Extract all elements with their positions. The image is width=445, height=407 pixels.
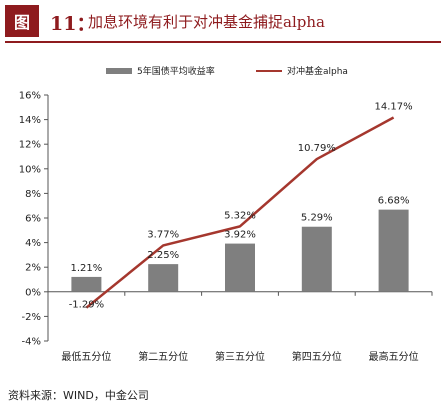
title-divider [5,41,441,43]
bar [148,264,179,292]
y-tick-label: 16% [19,91,41,102]
figure-header: 图 11： 加息环境有利于对冲基金捕捉alpha [0,0,445,43]
legend-label-bar: 5年国债平均收益率 [137,67,215,77]
legend-swatch-line [256,69,282,72]
legend-item-line: 对冲基金alpha [256,64,348,77]
source-note: 资料来源：WIND，中金公司 [8,389,149,402]
bar-data-label: 1.21% [71,263,103,274]
y-tick-label: 2% [25,263,41,274]
chart-legend: 5年国债平均收益率 对冲基金alpha [60,64,440,80]
bar-data-label: 3.92% [224,230,256,241]
legend-swatch-bar [106,67,132,74]
bar-data-label: 2.25% [147,250,179,261]
y-tick-label: -4% [22,337,41,348]
bar [301,226,332,292]
y-tick-label: 6% [25,214,41,225]
y-tick-label: 0% [25,287,41,298]
bar [71,276,102,292]
x-tick-label: 最低五分位 [61,350,111,363]
y-tick-label: 8% [25,189,41,200]
legend-label-line: 对冲基金alpha [287,67,348,77]
line-data-label: -1.29% [69,300,104,311]
y-tick-label: 14% [19,115,41,126]
figure-number: 11： [50,13,96,35]
line-series [85,116,395,309]
x-tick-label: 第三五分位 [215,350,265,363]
y-tick-label: 4% [25,238,41,249]
y-tick-label: -2% [22,312,41,323]
figure-title: 加息环境有利于对冲基金捕捉alpha [88,13,325,31]
line-data-label: 3.77% [147,229,179,240]
bar [225,243,255,292]
line-data-label: 10.79% [298,143,336,154]
y-tick-label: 12% [19,140,41,151]
x-tick-label: 第四五分位 [292,350,342,363]
line-data-label: 14.17% [375,102,413,113]
line-data-label: 5.32% [224,210,256,221]
bar-data-label: 6.68% [378,196,410,207]
x-tick-label: 第二五分位 [138,350,188,363]
bar-data-label: 5.29% [301,213,333,224]
x-tick-label: 最高五分位 [369,350,419,363]
legend-item-bar: 5年国债平均收益率 [106,64,215,77]
bar [378,209,409,292]
y-tick-label: 10% [19,164,41,175]
figure-tag: 图 [5,5,39,37]
